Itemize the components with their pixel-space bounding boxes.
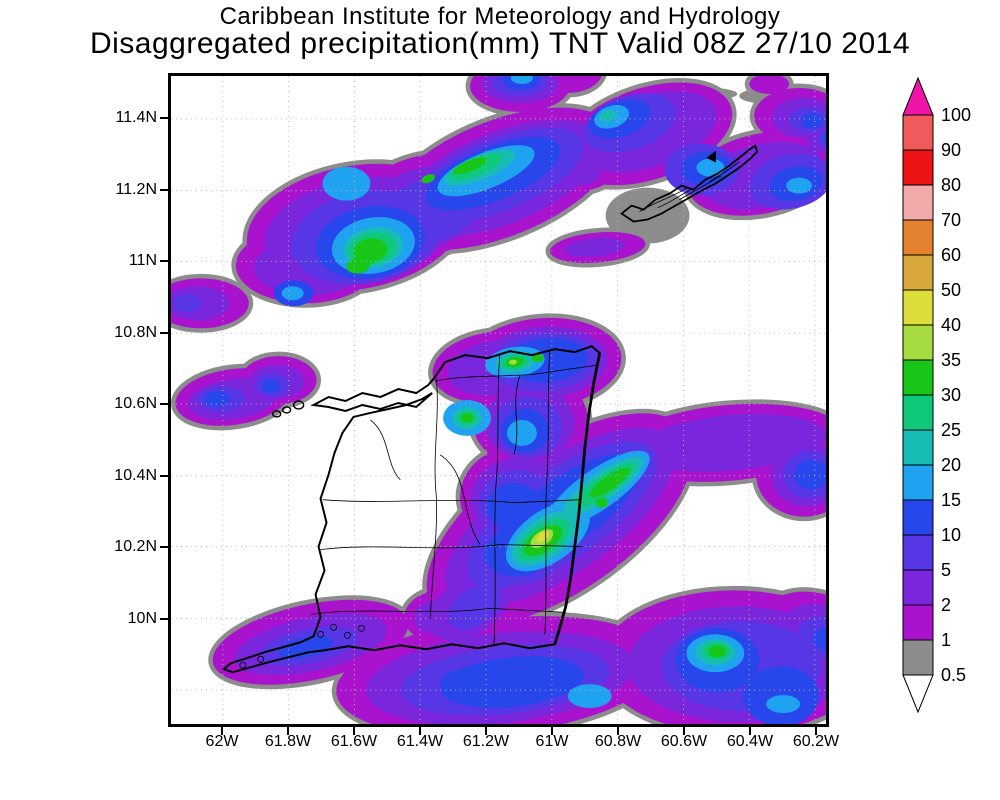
colorbar-segment [902,219,934,256]
colorbar-segment [902,569,934,606]
tobago-internal-boundaries [639,161,740,212]
lon-tick-mark [815,727,817,735]
colorbar-label: 60 [941,245,961,265]
map-frame [168,73,829,727]
lat-tick-mark [160,117,169,119]
lon-tick-label: 60.4W [726,733,774,750]
colorbar-label: 40 [941,315,961,335]
lat-tick-label: 10N [127,610,157,627]
precipitation-map [171,76,826,724]
lon-tick-mark [419,727,421,735]
lon-tick-mark [617,727,619,735]
colorbar-label: 2 [941,595,951,615]
lon-tick-label: 61.2W [462,733,510,750]
lat-tick-mark [160,475,169,477]
colorbar-segment [902,184,934,221]
lon-tick-mark [749,727,751,735]
colorbar-label: 35 [941,350,961,370]
colorbar-segment [902,359,934,396]
colorbar-segment [902,639,934,676]
lon-tick-mark [683,727,685,735]
precip-shading [171,76,826,724]
colorbar-segment [902,289,934,326]
lat-tick-mark [160,618,169,620]
colorbar-label: 90 [941,140,961,160]
colorbar-segment [902,114,934,151]
trinidad-east-coast [553,352,602,645]
colorbar-label: 0.5 [941,665,966,685]
lon-tick-label: 61.4W [396,733,444,750]
colorbar-segment [902,324,934,361]
colorbar-segment [902,429,934,466]
bocas-islands [271,400,305,418]
lon-tick-label: 61W [535,733,569,750]
colorbar-label: 25 [941,420,961,440]
colorbar-segment [902,499,934,536]
colorbar-label: 5 [941,560,951,580]
title-line-2: Disaggregated precipitation(mm) TNT Vali… [89,27,911,60]
lat-tick-label: 10.8N [114,324,157,341]
lat-tick-mark [160,403,169,405]
lon-tick-label: 62W [205,733,239,750]
colorbar-label: 100 [941,105,971,125]
lon-tick-mark [485,727,487,735]
lat-tick-mark [160,546,169,548]
lon-tick-label: 61.6W [330,733,378,750]
colorbar-segment [902,604,934,641]
colorbar-segment [902,534,934,571]
colorbar-over-arrow [902,76,934,116]
tobago-outline [620,144,759,223]
colorbar-label: 10 [941,525,961,545]
lat-tick-label: 11.2N [115,181,157,198]
lat-tick-mark [160,189,169,191]
lat-tick-label: 10.4N [114,467,157,484]
lon-tick-mark [353,727,355,735]
lat-tick-mark [160,260,169,262]
lat-tick-label: 11N [128,252,157,269]
colorbar-label: 15 [941,490,961,510]
colorbar-label: 1 [941,630,951,650]
lon-tick-label: 60.6W [660,733,708,750]
lat-tick-label: 10.2N [114,538,157,555]
colorbar-segment [902,254,934,291]
colorbar-label: 80 [941,175,961,195]
colorbar-under-arrow [902,674,934,714]
lat-tick-label: 11.4N [115,109,157,126]
colorbar-segment [902,464,934,501]
lon-tick-mark [551,727,553,735]
lat-tick-label: 10.6N [114,395,157,412]
trinidad-internal-boundaries [239,350,598,669]
st-giles-islet [706,150,716,163]
lat-tick-mark [160,332,169,334]
colorbar-label: 30 [941,385,961,405]
colorbar: 100 90 80 70 60 50 40 35 30 25 20 15 10 5 2 1 0.5 [902,76,971,714]
lon-tick-label: 60.2W [792,733,840,750]
colorbar-label: 20 [941,455,961,475]
coastlines [221,144,759,674]
lon-tick-label: 60.8W [594,733,642,750]
lon-tick-mark [287,727,289,735]
title-line-1: Caribbean Institute for Meteorology and … [219,3,781,30]
lon-tick-label: 61.8W [264,733,312,750]
colorbar-segment [902,394,934,431]
lon-tick-mark [221,727,223,735]
colorbar-label: 50 [941,280,961,300]
colorbar-label: 70 [941,210,961,230]
colorbar-segment [902,149,934,186]
trinidad-outline [221,345,601,674]
